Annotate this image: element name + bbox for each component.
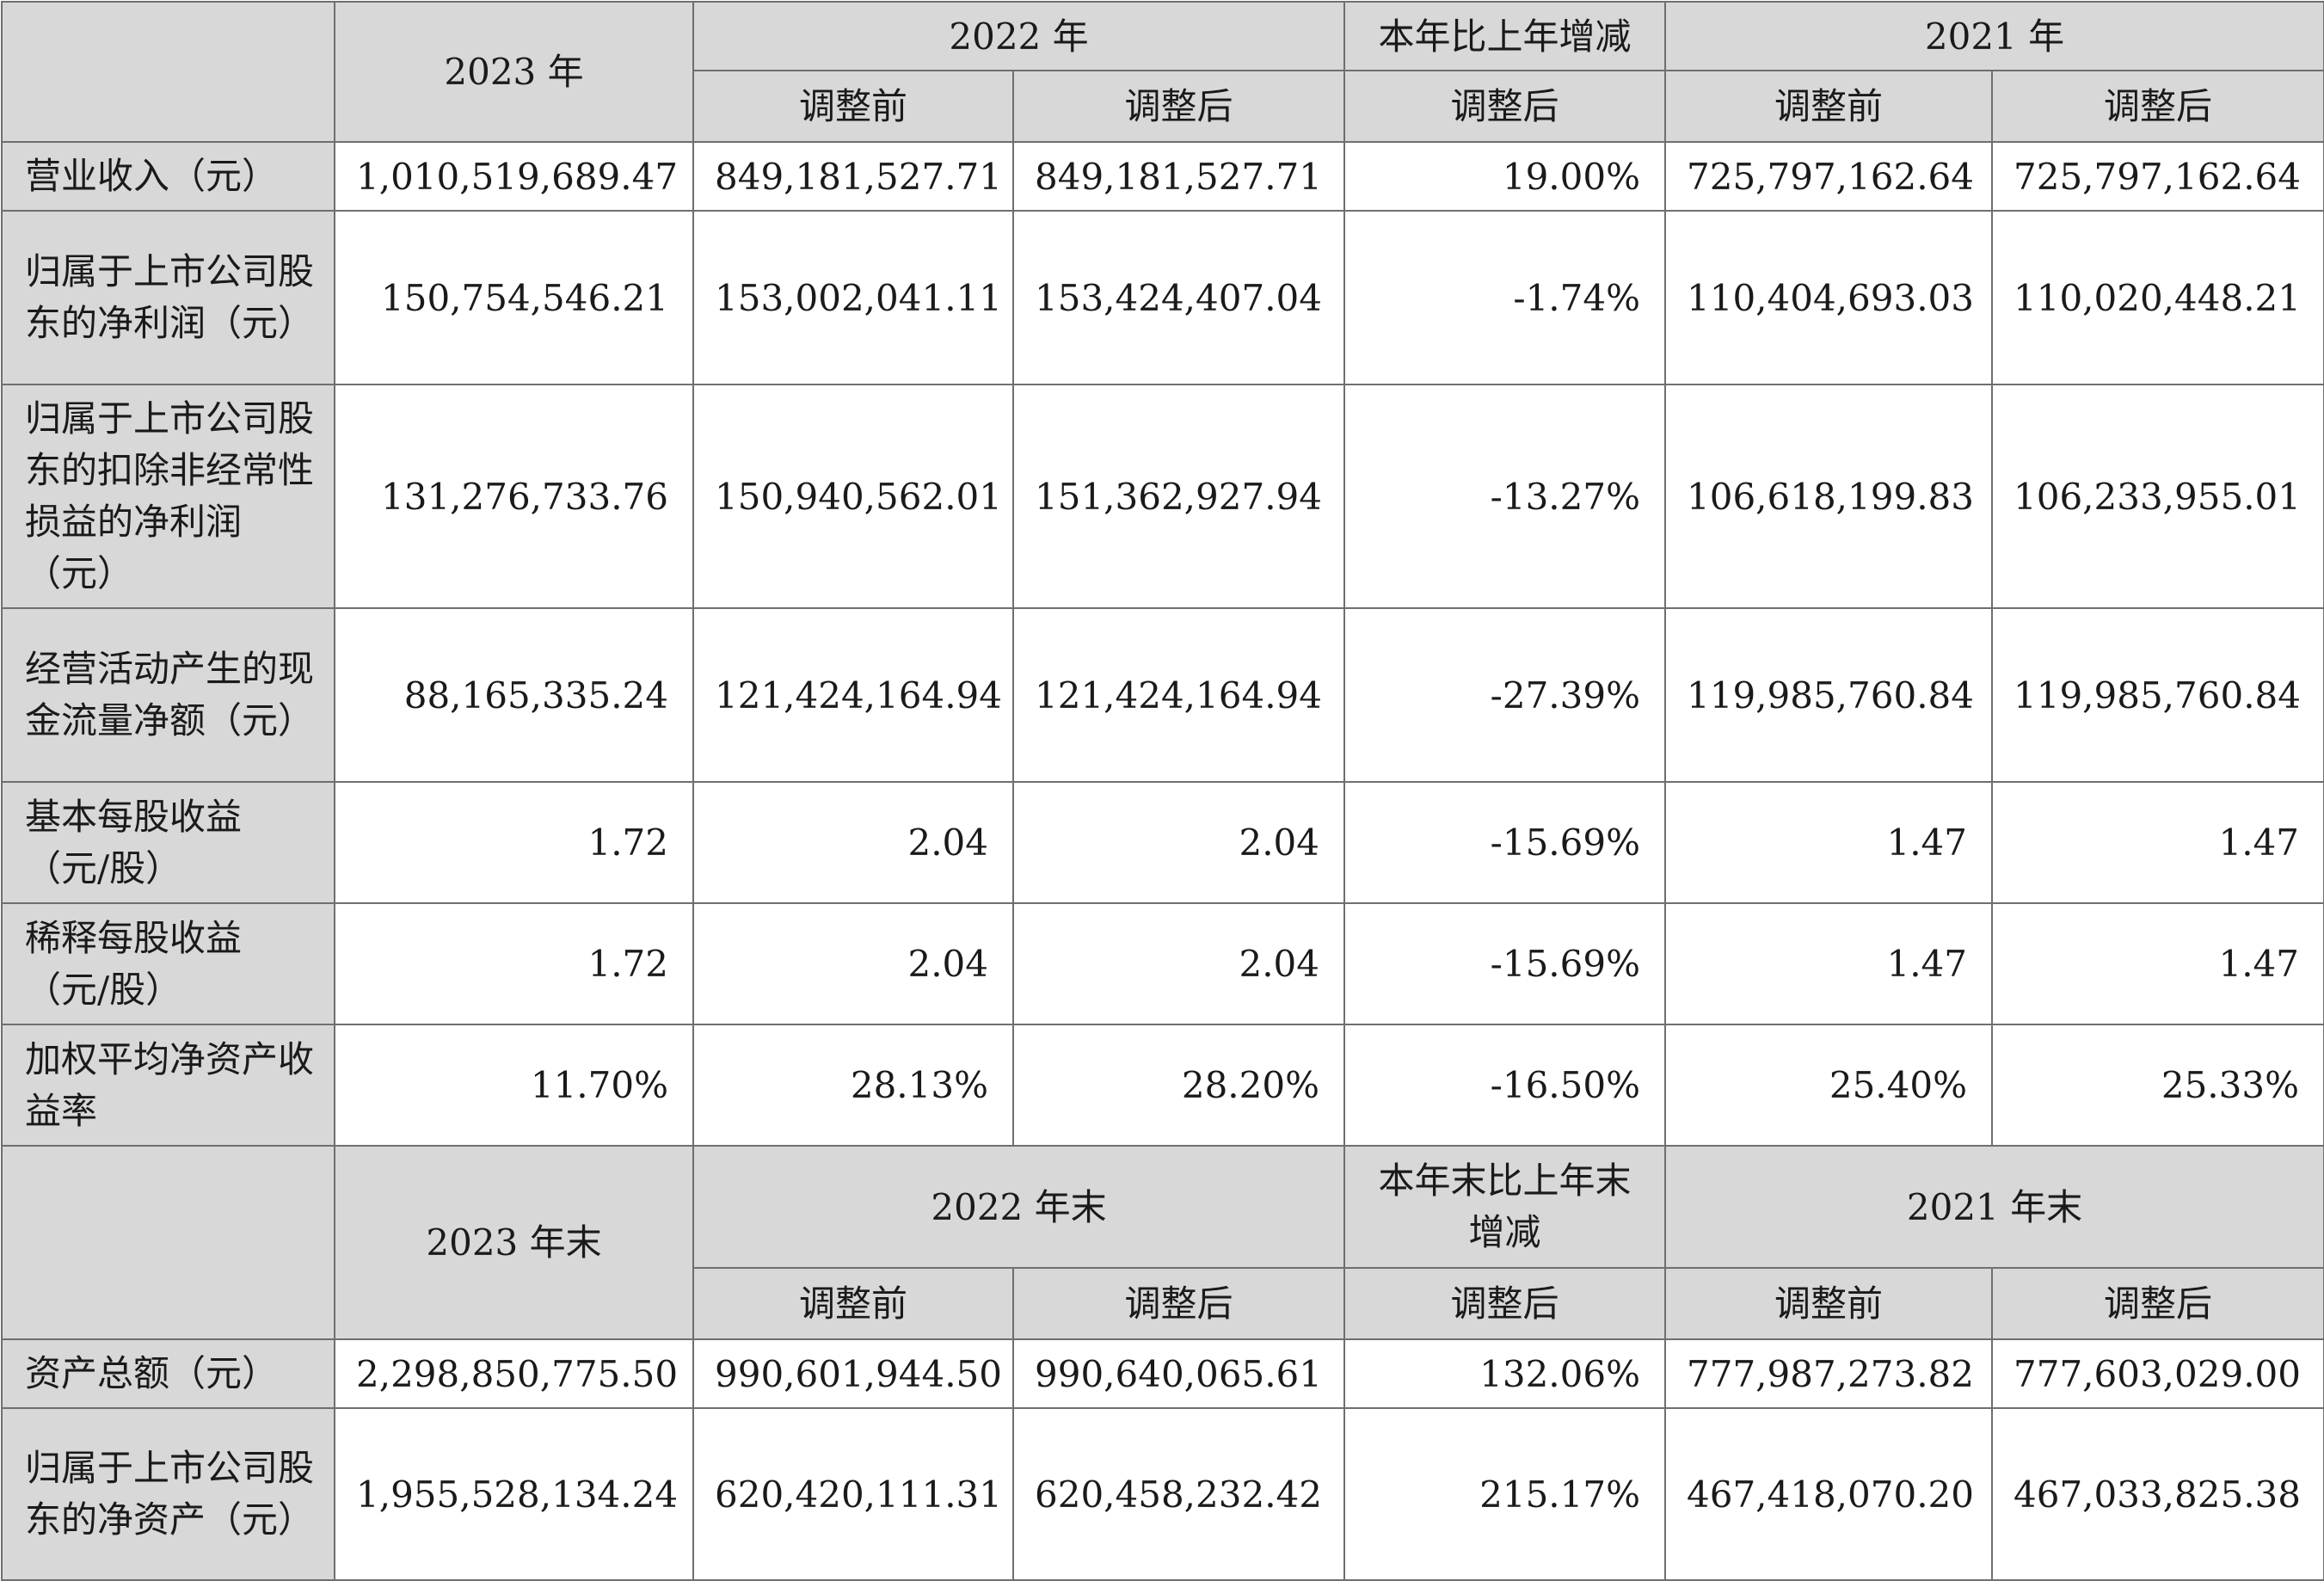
cell-change: 132.06% [1343,1338,1666,1409]
header-row-bottom-2: 调整前 调整后 调整后 调整前 调整后 [2,1267,2324,1340]
header-year-2023: 2023 年 [334,1,694,143]
cell-2021-before: 1.47 [1664,902,1993,1025]
cell-change: 19.00% [1343,141,1666,212]
cell-2023: 2,298,850,775.50 [334,1338,694,1409]
cell-change: -15.69% [1343,902,1666,1025]
cell-2022-before: 620,420,111.31 [692,1407,1014,1581]
cell-2023: 150,754,546.21 [334,210,694,385]
cell-2021-after: 1.47 [1991,902,2324,1025]
header-corner-cell [1,1145,335,1340]
cell-2023: 1,955,528,134.24 [334,1407,694,1581]
header-2021-before: 调整前 [1664,70,1993,143]
header-change-end: 本年末比上年末增减 [1343,1145,1666,1269]
cell-2021-before: 777,987,273.82 [1664,1338,1993,1409]
header-change: 本年比上年增减 [1343,1,1666,71]
row-label: 资产总额（元） [1,1338,335,1409]
header-year-2022: 2022 年 [692,1,1345,71]
cell-2021-before: 467,418,070.20 [1664,1407,1993,1581]
cell-2022-after: 849,181,527.71 [1012,141,1345,212]
cell-2021-after: 1.47 [1991,781,2324,904]
cell-2021-after: 725,797,162.64 [1991,141,2324,212]
cell-2022-before: 2.04 [692,902,1014,1025]
cell-2021-after: 25.33% [1991,1024,2324,1147]
table-row: 加权平均净资产收益率 11.70% 28.13% 28.20% -16.50% … [1,1024,2324,1147]
table-row: 经营活动产生的现金流量净额（元） 88,165,335.24 121,424,1… [1,607,2324,783]
cell-2021-before: 25.40% [1664,1024,1993,1147]
header-year-2021: 2021 年 [1664,1,2324,71]
row-label: 归属于上市公司股东的净资产（元） [1,1407,335,1581]
cell-2022-after: 620,458,232.42 [1012,1407,1345,1581]
header-corner-cell [1,1,335,143]
header-year-2021-end: 2021 年末 [1664,1145,2324,1269]
cell-2022-before: 153,002,041.11 [692,210,1014,385]
cell-change: -16.50% [1343,1024,1666,1147]
header-2022-after: 调整后 [1012,70,1345,143]
row-label: 经营活动产生的现金流量净额（元） [1,607,335,783]
cell-2021-after: 467,033,825.38 [1991,1407,2324,1581]
cell-2023: 1.72 [334,781,694,904]
cell-2021-after: 110,020,448.21 [1991,210,2324,385]
table-row: 营业收入（元） 1,010,519,689.47 849,181,527.71 … [1,141,2324,212]
header-2021-end-before: 调整前 [1664,1267,1993,1340]
cell-2021-before: 106,618,199.83 [1664,384,1993,609]
header-2021-after: 调整后 [1991,70,2324,143]
table-row: 稀释每股收益（元/股） 1.72 2.04 2.04 -15.69% 1.47 … [1,902,2324,1025]
cell-2021-before: 110,404,693.03 [1664,210,1993,385]
row-label: 营业收入（元） [1,141,335,212]
cell-2022-before: 849,181,527.71 [692,141,1014,212]
table-row: 基本每股收益（元/股） 1.72 2.04 2.04 -15.69% 1.47 … [1,781,2324,904]
cell-2021-after: 777,603,029.00 [1991,1338,2324,1409]
header-row-bottom-1: 2023 年末 2022 年末 本年末比上年末增减 2021 年末 [1,1145,2324,1340]
cell-2023: 11.70% [334,1024,694,1147]
cell-change: -1.74% [1343,210,1666,385]
cell-2021-after: 119,985,760.84 [1991,607,2324,783]
cell-2023: 1.72 [334,902,694,1025]
cell-change: -15.69% [1343,781,1666,904]
row-label: 归属于上市公司股东的扣除非经常性损益的净利润（元） [1,384,335,609]
cell-2022-before: 2.04 [692,781,1014,904]
cell-2022-after: 28.20% [1012,1024,1345,1147]
header-year-2023-end: 2023 年末 [334,1145,694,1340]
header-2022-before: 调整前 [692,70,1014,143]
header-2021-end-after: 调整后 [1991,1267,2324,1340]
header-2022-end-before: 调整前 [692,1267,1014,1340]
header-change-after: 调整后 [1343,70,1666,143]
cell-2023: 1,010,519,689.47 [334,141,694,212]
row-label: 加权平均净资产收益率 [1,1024,335,1147]
cell-change: -13.27% [1343,384,1666,609]
cell-2023: 88,165,335.24 [334,607,694,783]
table-row: 归属于上市公司股东的净利润（元） 150,754,546.21 153,002,… [1,210,2324,385]
cell-2022-after: 153,424,407.04 [1012,210,1345,385]
cell-change: 215.17% [1343,1407,1666,1581]
header-row-top-1: 2023 年 2022 年 本年比上年增减 2021 年 [1,1,2324,143]
cell-2021-before: 725,797,162.64 [1664,141,1993,212]
cell-2022-after: 2.04 [1012,902,1345,1025]
cell-2022-before: 28.13% [692,1024,1014,1147]
cell-2022-after: 2.04 [1012,781,1345,904]
row-label: 基本每股收益（元/股） [1,781,335,904]
cell-2021-before: 1.47 [1664,781,1993,904]
header-row-top-2: 调整前 调整后 调整后 调整前 调整后 [2,70,2324,143]
cell-2022-before: 150,940,562.01 [692,384,1014,609]
table-row: 归属于上市公司股东的净资产（元） 1,955,528,134.24 620,42… [1,1407,2324,1581]
cell-2022-after: 121,424,164.94 [1012,607,1345,783]
row-label: 归属于上市公司股东的净利润（元） [1,210,335,385]
cell-2021-before: 119,985,760.84 [1664,607,1993,783]
cell-2022-before: 990,601,944.50 [692,1338,1014,1409]
cell-2023: 131,276,733.76 [334,384,694,609]
table-row: 归属于上市公司股东的扣除非经常性损益的净利润（元） 131,276,733.76… [1,384,2324,609]
cell-2021-after: 106,233,955.01 [1991,384,2324,609]
header-2022-end-after: 调整后 [1012,1267,1345,1340]
header-year-2022-end: 2022 年末 [692,1145,1345,1269]
table-row: 资产总额（元） 2,298,850,775.50 990,601,944.50 … [1,1338,2324,1409]
cell-2022-before: 121,424,164.94 [692,607,1014,783]
cell-change: -27.39% [1343,607,1666,783]
row-label: 稀释每股收益（元/股） [1,902,335,1025]
header-change-end-after: 调整后 [1343,1267,1666,1340]
cell-2022-after: 151,362,927.94 [1012,384,1345,609]
cell-2022-after: 990,640,065.61 [1012,1338,1345,1409]
